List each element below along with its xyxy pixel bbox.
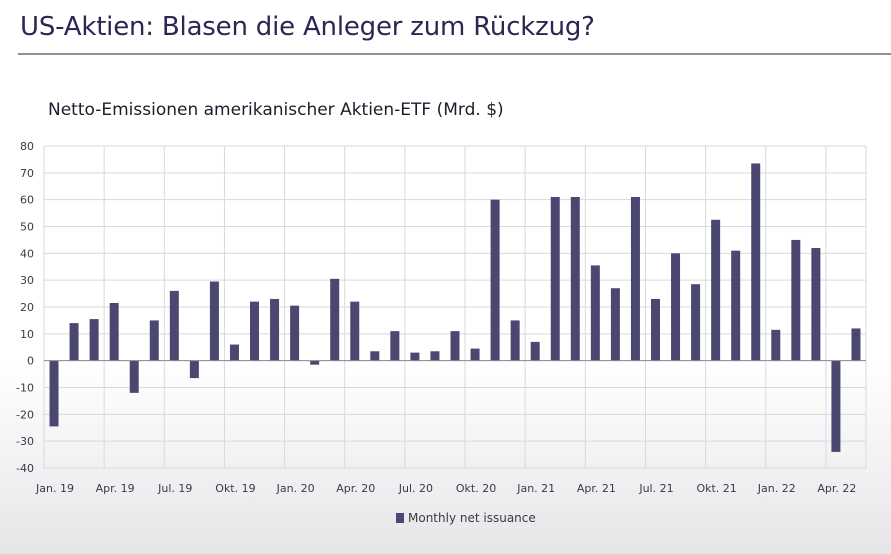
x-tick-label: Jan. 19: [35, 482, 74, 495]
y-tick-label: 30: [20, 274, 34, 287]
bar: [470, 348, 480, 361]
x-tick-label: Apr. 21: [577, 482, 616, 495]
x-tick-label: Jan. 22: [757, 482, 796, 495]
bar: [510, 320, 520, 361]
bar: [390, 331, 400, 361]
bar: [310, 360, 320, 365]
bar: [570, 196, 580, 361]
x-tick-label: Okt. 21: [696, 482, 736, 495]
bar: [49, 360, 59, 427]
bar: [791, 239, 801, 361]
y-tick-label: 20: [20, 301, 34, 314]
y-tick-label: 50: [20, 221, 34, 234]
x-tick-label: Jul. 20: [398, 482, 433, 495]
bar: [831, 360, 841, 452]
bar: [350, 301, 360, 361]
bar: [851, 328, 861, 361]
legend-label: Monthly net issuance: [408, 511, 536, 525]
y-tick-label: -40: [16, 462, 34, 475]
chart-title: Netto-Emissionen amerikanischer Aktien-E…: [48, 100, 504, 120]
bars: [49, 163, 861, 452]
bar: [731, 250, 741, 361]
x-tick-label: Apr. 19: [96, 482, 135, 495]
bar: [711, 219, 721, 361]
bar-chart: -40 -30 -20 -10 0 10 20 30 40 50 60 70 80 Jan. 19 Apr.…: [16, 140, 867, 525]
title-divider: [18, 53, 891, 55]
legend-swatch: [396, 513, 404, 523]
bar: [270, 298, 280, 361]
bar: [370, 351, 380, 361]
y-tick-label: 40: [20, 247, 34, 260]
bar: [149, 320, 159, 361]
bar: [229, 344, 239, 361]
bar: [550, 196, 560, 361]
bar: [530, 341, 540, 361]
x-tick-label: Apr. 22: [817, 482, 856, 495]
y-tick-label: 0: [27, 355, 34, 368]
x-tick-label: Jul. 21: [638, 482, 673, 495]
bar: [650, 298, 660, 361]
bar: [490, 199, 500, 361]
legend: Monthly net issuance: [396, 511, 536, 525]
x-tick-label: Okt. 19: [215, 482, 255, 495]
bar: [450, 331, 460, 361]
x-tick-label: Okt. 20: [456, 482, 496, 495]
bar: [109, 302, 119, 361]
y-tick-label: 60: [20, 194, 34, 207]
grid: [43, 145, 867, 469]
bar: [671, 253, 681, 361]
bar: [209, 281, 219, 361]
x-tick-label: Jul. 19: [157, 482, 192, 495]
y-tick-label: 70: [20, 167, 34, 180]
bar: [590, 265, 600, 361]
y-tick-label: -10: [16, 382, 34, 395]
bar: [290, 305, 300, 361]
slide-title: US-Aktien: Blasen die Anleger zum Rückzu…: [20, 12, 595, 42]
x-tick-label: Jan. 21: [516, 482, 555, 495]
bar: [771, 329, 781, 361]
bar: [250, 301, 260, 361]
x-tick-label: Jan. 20: [276, 482, 315, 495]
bar: [330, 278, 340, 361]
bar: [169, 290, 179, 361]
bar: [691, 284, 701, 361]
y-tick-label: 10: [20, 328, 34, 341]
axes: -40 -30 -20 -10 0 10 20 30 40 50 60 70 80 Jan. 19 Apr.…: [16, 140, 866, 495]
bar: [630, 196, 640, 361]
bar: [129, 360, 139, 393]
y-tick-label: -20: [16, 408, 34, 421]
bar: [410, 352, 420, 361]
bar: [430, 351, 440, 361]
x-tick-label: Apr. 20: [336, 482, 375, 495]
y-tick-label: -30: [16, 435, 34, 448]
bar: [189, 360, 199, 379]
bar: [69, 323, 79, 361]
chart-area: -40 -30 -20 -10 0 10 20 30 40 50 60 70 80 Jan. 19 Apr.…: [0, 130, 891, 554]
y-tick-label: 80: [20, 140, 34, 153]
bar: [89, 319, 99, 361]
bar: [811, 247, 821, 361]
bar: [751, 163, 761, 361]
bar: [610, 288, 620, 361]
